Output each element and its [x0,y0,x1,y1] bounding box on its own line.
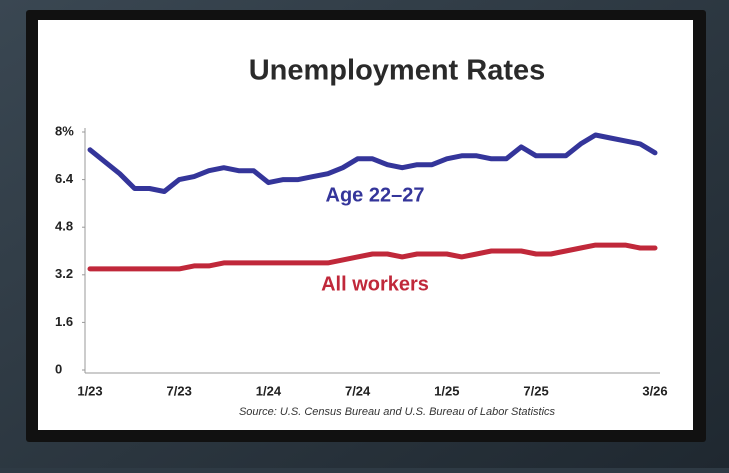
y-tick-label: 3.2 [55,266,73,281]
chart-title: Unemployment Rates [249,55,546,87]
series-label: Age 22–27 [326,184,425,206]
x-tick-label: 7/23 [167,383,192,398]
source-note: Source: U.S. Census Bureau and U.S. Bure… [239,406,556,418]
x-tick-label: 3/26 [642,383,667,398]
y-tick-label: 6.4 [55,171,74,186]
screen [38,20,693,430]
x-tick-label: 7/25 [523,383,548,398]
x-tick-label: 1/24 [256,383,282,398]
y-tick-label: 1.6 [55,314,73,329]
series-label: All workers [321,273,429,295]
x-tick-label: 1/25 [434,383,459,398]
x-tick-label: 7/24 [345,383,371,398]
y-tick-label: 0 [55,361,62,376]
y-tick-label: 4.8 [55,219,73,234]
y-tick-label: 8% [55,123,74,138]
series-line [87,132,658,194]
x-tick-label: 1/23 [77,383,102,398]
series-line [87,242,658,272]
